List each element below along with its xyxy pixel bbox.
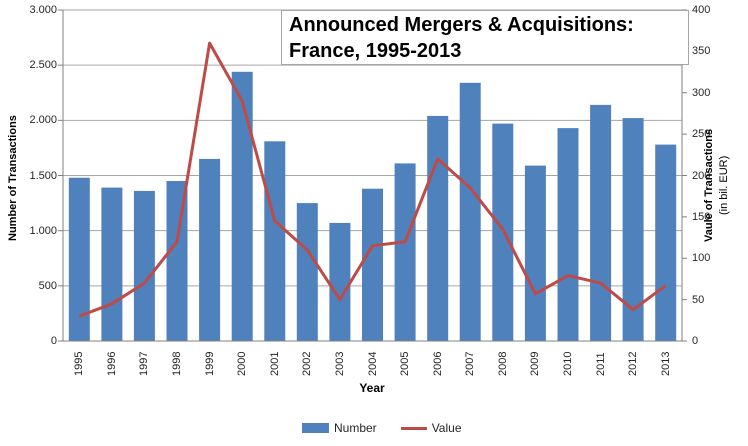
bar-1996 (101, 187, 123, 341)
y-left-tick-label: 2.000 (29, 114, 57, 127)
y-left-tick-label: 500 (38, 279, 57, 292)
bar-2011 (590, 104, 612, 342)
y-left-tick-label: 1.500 (29, 169, 57, 182)
right-axis-title-main: Vaule of Transactions (703, 128, 715, 242)
bar-2007 (459, 82, 481, 342)
axes (58, 9, 687, 342)
bar-2001 (264, 141, 286, 341)
x-tick-label: 2009 (529, 351, 542, 377)
x-tick-label: 1998 (171, 351, 183, 377)
y-right-tick-label: 150 (692, 210, 711, 223)
bar-2009 (524, 165, 546, 341)
legend-value-label: Value (431, 421, 462, 435)
x-tick-label: 2005 (399, 351, 412, 377)
bar-2010 (557, 128, 579, 341)
x-tick-label: 2001 (268, 351, 281, 377)
y-left-tick-label: 2.500 (29, 59, 57, 72)
number-bars (68, 71, 677, 342)
x-tick-label: 2000 (236, 351, 249, 377)
bar-2002 (296, 203, 318, 341)
x-tick-label: 2002 (301, 351, 314, 377)
y-right-tick-label: 250 (692, 128, 711, 141)
chart-title-line1: Announced Mergers & Acquisitions: (289, 14, 634, 36)
x-tick-label: 2012 (627, 351, 640, 377)
x-tick-label: 2013 (659, 351, 672, 377)
y-right-tick-label: 400 (692, 4, 711, 16)
legend-number-swatch (302, 423, 329, 433)
y-left-tick-label: 1.000 (29, 224, 57, 237)
bar-2004 (362, 188, 383, 341)
x-tick-label: 1995 (73, 351, 86, 377)
bar-2005 (394, 163, 416, 341)
y-right-tick-label: 300 (692, 86, 711, 99)
x-tick-label: 2004 (366, 351, 379, 377)
x-tick-label: 2010 (562, 351, 574, 377)
bar-2000 (231, 71, 253, 342)
x-tick-label: 1997 (138, 351, 151, 377)
bar-2013 (655, 144, 677, 341)
bar-1999 (199, 158, 221, 341)
bar-2003 (329, 222, 351, 341)
y-left-tick-label: 3.000 (29, 4, 57, 16)
x-axis-title: Year (359, 381, 385, 395)
left-axis-title: Number of Transactions (7, 115, 19, 241)
bar-1998 (166, 181, 188, 341)
y-right-tick-label: 350 (692, 45, 711, 58)
x-tick-label: 1999 (203, 351, 216, 377)
x-tick-label: 1996 (105, 351, 118, 377)
legend: Number Value (302, 419, 462, 437)
x-tick-label: 2008 (496, 351, 509, 377)
right-axis-title-sub: (in bil. EUR) (718, 155, 730, 215)
x-tick-label: 2006 (431, 351, 444, 377)
y-left-tick-label: 0 (50, 335, 57, 347)
chart-title-box: Announced Mergers & Acquisitions: France… (281, 10, 689, 65)
bar-2012 (622, 118, 644, 341)
legend-number-label: Number (334, 421, 377, 435)
y-right-tick-label: 0 (692, 335, 699, 347)
legend-value-swatch (400, 426, 427, 430)
bar-1995 (68, 177, 90, 341)
chart-title-line2: France, 1995-2013 (289, 40, 462, 62)
y-right-tick-label: 200 (692, 169, 711, 182)
bar-1997 (133, 190, 155, 341)
y-right-tick-label: 50 (692, 293, 705, 306)
x-tick-label: 2011 (594, 352, 607, 376)
x-tick-label: 2003 (333, 351, 346, 377)
bar-2006 (427, 115, 449, 342)
x-tick-label: 2007 (464, 351, 477, 377)
y-right-tick-label: 100 (692, 252, 711, 265)
value-line (78, 41, 667, 318)
